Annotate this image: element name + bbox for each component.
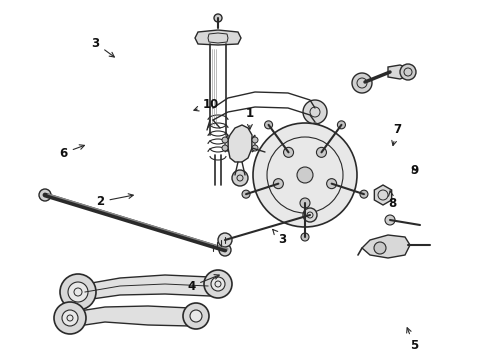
Circle shape <box>374 242 386 254</box>
Circle shape <box>327 179 337 189</box>
Polygon shape <box>252 135 255 152</box>
Circle shape <box>303 208 317 222</box>
Circle shape <box>338 121 345 129</box>
Circle shape <box>303 100 327 124</box>
Text: 8: 8 <box>388 191 396 210</box>
Circle shape <box>252 145 258 151</box>
Circle shape <box>39 189 51 201</box>
Polygon shape <box>388 65 408 79</box>
Circle shape <box>183 303 209 329</box>
Circle shape <box>219 244 231 256</box>
Circle shape <box>60 274 96 310</box>
Circle shape <box>317 147 326 157</box>
Text: 9: 9 <box>410 165 418 177</box>
Circle shape <box>190 310 202 322</box>
Circle shape <box>252 137 258 143</box>
Text: 1: 1 <box>246 107 254 129</box>
Circle shape <box>262 146 274 158</box>
Polygon shape <box>65 306 205 326</box>
Polygon shape <box>228 125 252 162</box>
Circle shape <box>300 198 310 208</box>
Circle shape <box>242 190 250 198</box>
Polygon shape <box>362 235 410 258</box>
Circle shape <box>218 233 232 247</box>
Text: 3: 3 <box>92 37 114 57</box>
Circle shape <box>211 277 225 291</box>
Circle shape <box>62 310 78 326</box>
Circle shape <box>204 270 232 298</box>
Circle shape <box>222 137 228 143</box>
Polygon shape <box>195 30 241 45</box>
Polygon shape <box>374 185 392 205</box>
Circle shape <box>284 147 294 157</box>
Circle shape <box>253 123 357 227</box>
Circle shape <box>232 170 248 186</box>
Text: 10: 10 <box>194 98 219 111</box>
Text: 2: 2 <box>97 194 133 208</box>
Circle shape <box>54 302 86 334</box>
Circle shape <box>360 190 368 198</box>
Polygon shape <box>225 135 228 152</box>
Text: 3: 3 <box>273 229 286 246</box>
Circle shape <box>301 233 309 241</box>
Circle shape <box>352 73 372 93</box>
Circle shape <box>385 215 395 225</box>
Text: 6: 6 <box>60 145 84 159</box>
Text: 4: 4 <box>187 275 219 293</box>
Circle shape <box>400 64 416 80</box>
Text: 7: 7 <box>392 123 401 145</box>
Text: 5: 5 <box>407 328 418 352</box>
Circle shape <box>68 282 88 302</box>
Polygon shape <box>72 275 225 300</box>
Circle shape <box>214 14 222 22</box>
Circle shape <box>297 167 313 183</box>
Circle shape <box>265 121 272 129</box>
Circle shape <box>222 145 228 151</box>
Circle shape <box>273 179 283 189</box>
